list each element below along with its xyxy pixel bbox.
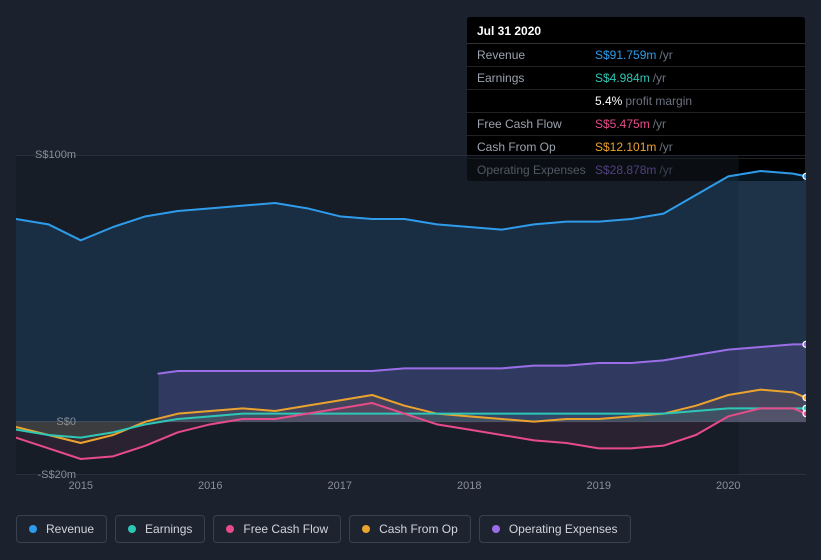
tooltip-row: 5.4%profit margin (467, 90, 805, 113)
tooltip-metric-label: Revenue (477, 48, 595, 62)
chart-legend: Revenue Earnings Free Cash Flow Cash From O… (16, 515, 631, 543)
x-axis-label: 2018 (457, 480, 481, 492)
tooltip-metric-suffix: profit margin (625, 94, 692, 108)
tooltip-row: RevenueS$91.759m/yr (467, 44, 805, 67)
legend-item[interactable]: Cash From Op (349, 515, 471, 543)
legend-label: Operating Expenses (509, 522, 618, 536)
tooltip-metric-label (477, 94, 595, 108)
x-axis-label: 2017 (328, 480, 352, 492)
series-endpoint-marker (803, 411, 806, 417)
tooltip-metric-value: S$4.984m (595, 71, 650, 85)
legend-label: Cash From Op (379, 522, 458, 536)
tooltip-date: Jul 31 2020 (467, 17, 805, 44)
tooltip-metric-value: S$5.475m (595, 117, 650, 131)
legend-dot-icon (29, 525, 37, 533)
legend-dot-icon (226, 525, 234, 533)
tooltip-metric-label: Earnings (477, 71, 595, 85)
x-axis-label: 2016 (198, 480, 222, 492)
tooltip-metric-suffix: /yr (653, 71, 666, 85)
legend-label: Revenue (46, 522, 94, 536)
legend-dot-icon (128, 525, 136, 533)
tooltip-row: EarningsS$4.984m/yr (467, 67, 805, 90)
legend-item[interactable]: Operating Expenses (479, 515, 631, 543)
legend-dot-icon (362, 525, 370, 533)
tooltip-metric-value: S$91.759m (595, 48, 656, 62)
chart-plot-area[interactable]: S$100mS$0-S$20m (16, 155, 806, 475)
tooltip-metric-label: Free Cash Flow (477, 117, 595, 131)
tooltip-metric-suffix: /yr (659, 48, 672, 62)
tooltip-row: Free Cash FlowS$5.475m/yr (467, 113, 805, 136)
chart-svg (16, 155, 806, 475)
legend-label: Earnings (145, 522, 192, 536)
tooltip-metric-value: 5.4% (595, 94, 622, 108)
x-axis-label: 2020 (716, 480, 740, 492)
legend-label: Free Cash Flow (243, 522, 328, 536)
legend-dot-icon (492, 525, 500, 533)
x-axis-label: 2015 (69, 480, 93, 492)
tooltip-metric-suffix: /yr (653, 117, 666, 131)
tooltip-metric-label: Cash From Op (477, 140, 595, 154)
tooltip-metric-suffix: /yr (659, 140, 672, 154)
tooltip-metric-value: S$12.101m (595, 140, 656, 154)
x-axis-label: 2019 (587, 480, 611, 492)
legend-item[interactable]: Earnings (115, 515, 205, 543)
y-axis-label: S$0 (20, 416, 76, 428)
series-endpoint-marker (803, 395, 806, 401)
y-axis-label: S$100m (20, 149, 76, 161)
series-endpoint-marker (803, 173, 806, 179)
legend-item[interactable]: Revenue (16, 515, 107, 543)
x-axis-labels: 2015 2016 2017 2018 2019 2020 (16, 480, 806, 498)
series-endpoint-marker (803, 341, 806, 347)
legend-item[interactable]: Free Cash Flow (213, 515, 341, 543)
